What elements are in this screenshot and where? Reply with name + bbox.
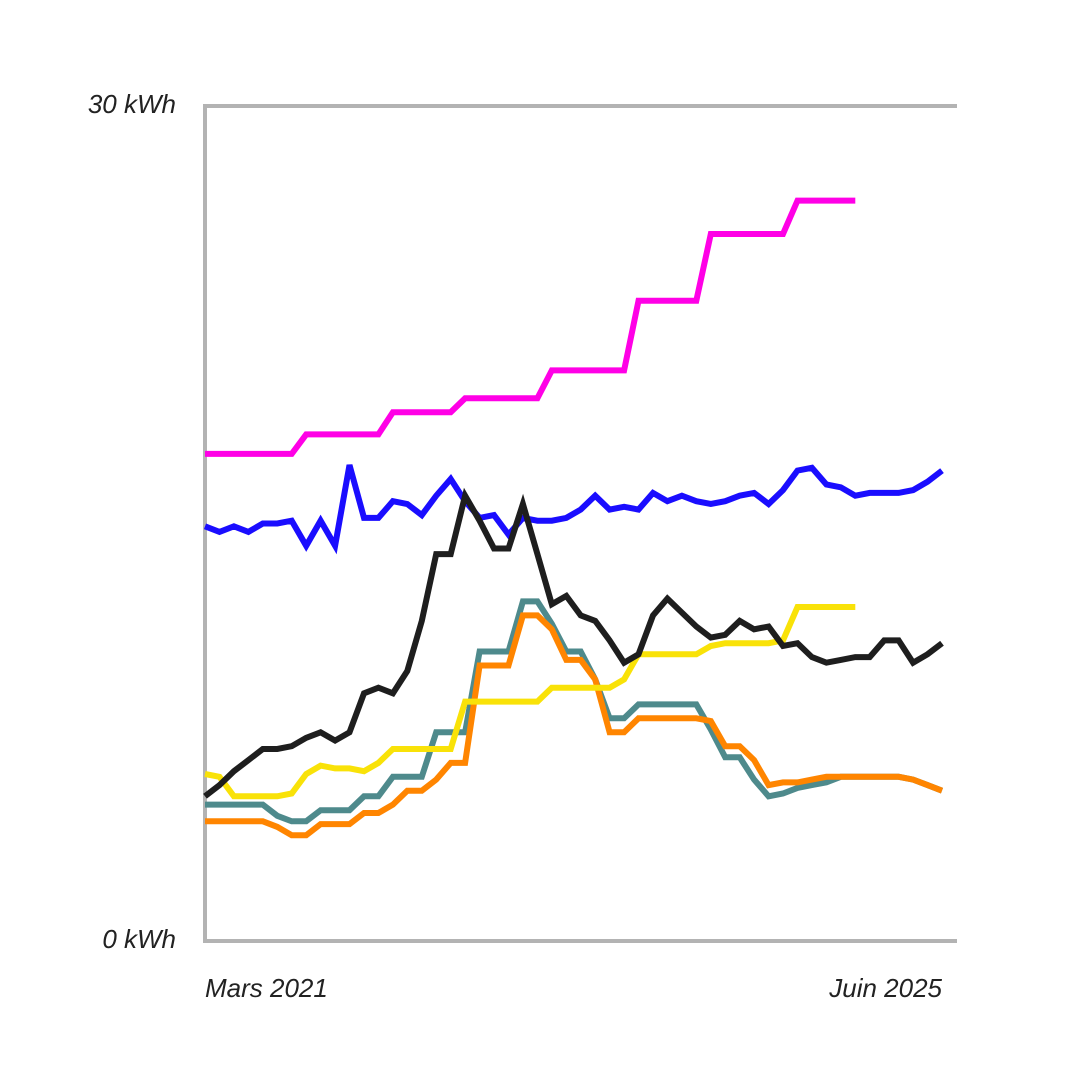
y-tick-label: 0 kWh: [102, 924, 176, 954]
series-line: [205, 598, 944, 825]
x-tick-label: Mars 2021: [205, 973, 328, 1003]
series-line: [205, 612, 944, 839]
y-tick-label: 30 kWh: [88, 89, 176, 119]
series-line: [203, 487, 944, 799]
x-tick-label: Juin 2025: [828, 973, 942, 1003]
series-line: [205, 197, 856, 457]
series-line: [204, 604, 856, 800]
series-line: [203, 464, 944, 555]
